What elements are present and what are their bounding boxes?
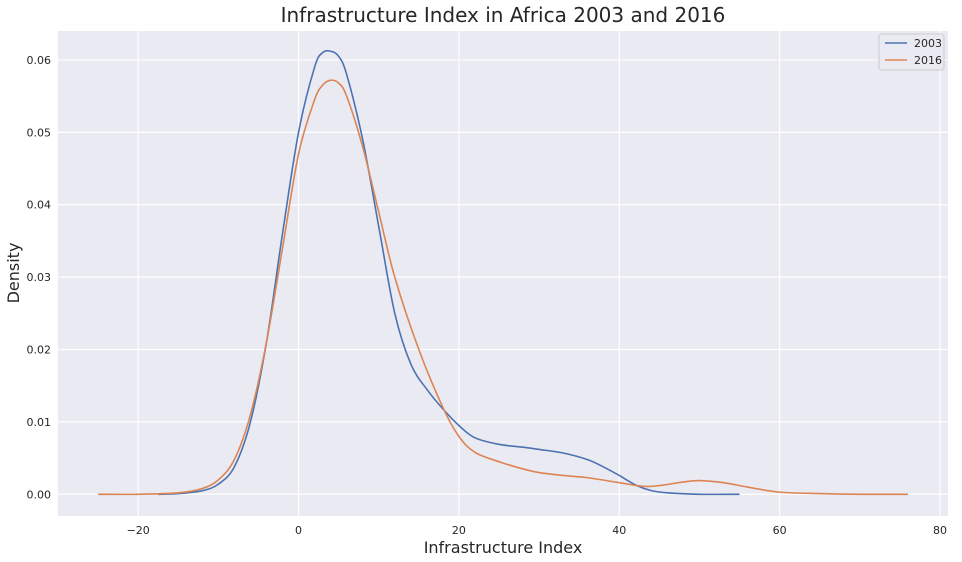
- x-tick-labels: −20 0 20 40 60 80: [127, 524, 947, 537]
- y-tick-label: 0.00: [27, 488, 52, 501]
- y-axis-label: Density: [4, 243, 23, 304]
- y-tick-label: 0.03: [27, 271, 52, 284]
- x-tick-label: 20: [452, 524, 466, 537]
- y-tick-label: 0.05: [27, 126, 52, 139]
- x-axis-label: Infrastructure Index: [424, 538, 583, 557]
- y-tick-label: 0.06: [27, 54, 52, 67]
- x-tick-label: 40: [612, 524, 626, 537]
- x-tick-label: −20: [127, 524, 150, 537]
- x-tick-label: 0: [295, 524, 302, 537]
- y-tick-label: 0.02: [27, 344, 52, 357]
- plot-area: [58, 31, 948, 516]
- y-tick-labels: 0.00 0.01 0.02 0.03 0.04 0.05 0.06: [27, 54, 52, 501]
- legend-label-2003: 2003: [914, 37, 942, 50]
- legend: 2003 2016: [878, 33, 945, 71]
- series-line-2016: [98, 79, 908, 496]
- y-tick-label: 0.01: [27, 416, 52, 429]
- x-tick-label: 60: [773, 524, 787, 537]
- y-tick-label: 0.04: [27, 199, 52, 212]
- legend-label-2016: 2016: [914, 54, 942, 67]
- series-lines: [98, 49, 908, 496]
- chart-title: Infrastructure Index in Africa 2003 and …: [281, 3, 726, 27]
- grid-lines: [58, 31, 948, 516]
- x-tick-label: 80: [933, 524, 947, 537]
